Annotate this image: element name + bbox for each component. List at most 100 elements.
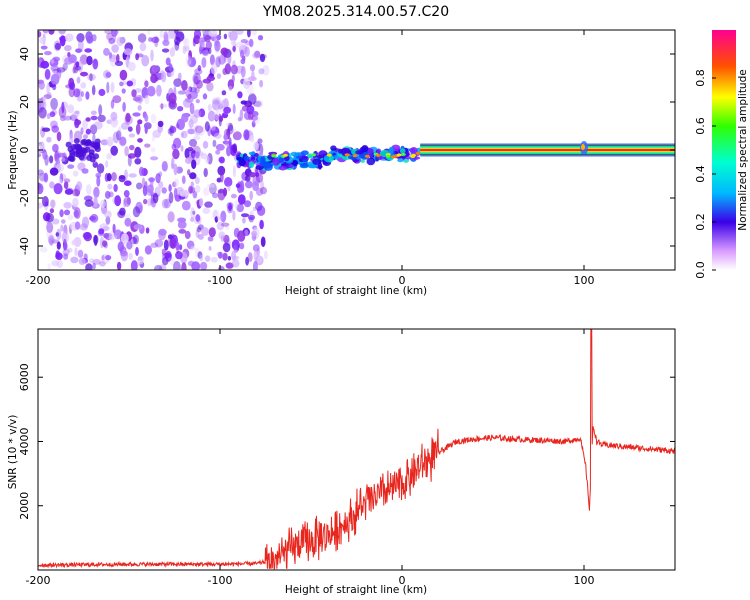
heatmap-signal-blob: [385, 154, 391, 158]
heatmap-noise-blob: [150, 147, 156, 153]
heatmap-noise-blob: [254, 100, 263, 108]
heatmap-noise-blob: [218, 113, 222, 122]
heatmap-noise-blob: [224, 177, 233, 187]
heatmap-noise-blob: [86, 35, 94, 44]
heatmap-noise-blob: [212, 192, 219, 199]
heatmap-signal-blob: [288, 163, 294, 169]
heatmap-noise-blob: [204, 155, 210, 164]
heatmap-noise-blob: [63, 202, 72, 209]
heatmap-noise-blob: [117, 241, 125, 252]
heatmap-noise-blob: [155, 173, 161, 184]
heatmap-noise-blob: [84, 48, 93, 53]
heatmap-noise-blob: [49, 167, 59, 176]
heatmap-noise-blob: [105, 216, 111, 225]
heatmap-noise-blob: [41, 127, 51, 132]
heatmap-noise-blob: [240, 65, 246, 78]
heatmap-noise-blob: [41, 100, 47, 109]
heatmap-noise-blob: [256, 205, 266, 216]
heatmap-noise-blob: [235, 41, 243, 48]
heatmap-noise-blob: [45, 213, 54, 223]
heatmap-noise-blob: [161, 161, 168, 172]
heatmap-noise-blob: [113, 119, 119, 126]
heatmap-noise-blob: [133, 224, 143, 230]
heatmap-noise-blob: [112, 131, 120, 144]
heatmap-noise-blob: [47, 234, 55, 245]
heatmap-noise-blob: [62, 152, 68, 163]
heatmap-noise-blob: [185, 55, 192, 66]
heatmap-noise-blob: [171, 157, 175, 169]
x-tick-label: 0: [399, 274, 406, 287]
heatmap-noise-blob: [135, 123, 141, 135]
heatmap-noise-blob: [55, 252, 63, 260]
heatmap-noise-blob: [193, 124, 202, 136]
heatmap-noise-blob: [107, 183, 113, 190]
heatmap-noise-blob: [192, 191, 198, 199]
heatmap-signal-blob: [415, 151, 421, 155]
heatmap-noise-blob: [202, 93, 208, 100]
heatmap-noise-blob: [55, 232, 60, 237]
heatmap-noise-blob: [72, 111, 80, 118]
heatmap-noise-blob: [200, 261, 208, 270]
heatmap-noise-blob: [126, 80, 134, 87]
heatmap-noise-blob: [254, 50, 261, 58]
heatmap-noise-blob: [51, 239, 60, 244]
heatmap-signal-blob: [302, 159, 308, 163]
heatmap-noise-blob: [114, 60, 124, 67]
heatmap-noise-blob: [63, 253, 69, 260]
heatmap-noise-blob: [40, 45, 48, 50]
heatmap-noise-blob: [230, 39, 236, 47]
heatmap-signal-blob: [396, 153, 402, 157]
heatmap-noise-blob: [38, 202, 43, 209]
heatmap-noise-blob: [191, 261, 201, 270]
heatmap-noise-blob: [181, 113, 189, 123]
heatmap-noise-blob: [91, 85, 96, 96]
heatmap-noise-blob: [51, 260, 59, 267]
heatmap-noise-blob: [47, 263, 51, 270]
heatmap-noise-blob: [150, 156, 159, 161]
y-tick-label: 6000: [18, 363, 31, 391]
heatmap-noise-blob: [248, 38, 254, 48]
heatmap-noise-blob: [123, 190, 130, 198]
heatmap-noise-blob: [75, 48, 82, 53]
heatmap-noise-blob: [201, 57, 207, 68]
snr-panel: -200 -100 0 100 2000 4000 6000 Height of stra…: [7, 328, 676, 596]
heatmap-noise-blob: [83, 134, 88, 140]
heatmap-noise-blob: [147, 198, 152, 207]
heatmap-noise-blob: [132, 96, 141, 102]
heatmap-noise-blob: [184, 45, 190, 52]
heatmap-noise-blob: [132, 206, 141, 218]
heatmap-noise-blob: [44, 51, 52, 56]
heatmap-noise-blob: [58, 179, 62, 184]
heatmap-noise-blob: [239, 242, 245, 250]
heatmap-noise-blob: [106, 173, 112, 182]
heatmap-noise-blob: [53, 183, 63, 195]
heatmap-signal-blob: [388, 146, 394, 155]
heatmap-noise-blob: [92, 262, 96, 270]
heatmap-noise-blob: [161, 187, 167, 194]
heatmap-noise-blob: [214, 114, 219, 122]
heatmap-noise-blob: [124, 217, 132, 227]
heatmap-noise-blob: [257, 138, 263, 144]
heatmap-noise-blob: [208, 246, 212, 251]
heatmap-noise-blob: [163, 239, 169, 251]
heatmap-noise-blob: [59, 157, 66, 162]
heatmap-noise-blob: [208, 227, 216, 238]
heatmap-signal-blob: [283, 153, 288, 157]
heatmap-noise-blob: [173, 137, 182, 149]
heatmap-noise-blob: [127, 155, 132, 167]
heatmap-noise-blob: [173, 78, 182, 87]
heatmap-noise-blob: [218, 231, 226, 240]
heatmap-noise-blob: [153, 264, 163, 270]
heatmap-noise-blob: [120, 122, 130, 130]
heatmap-noise-blob: [220, 47, 229, 56]
heatmap-noise-blob: [38, 107, 47, 119]
heatmap-noise-blob: [227, 205, 234, 214]
heatmap-noise-blob: [106, 119, 113, 125]
heatmap-noise-blob: [81, 168, 89, 174]
colorbar-tick-label: 0.8: [694, 69, 707, 87]
heatmap-noise-blob: [154, 37, 159, 48]
heatmap-noise-blob: [199, 254, 204, 262]
heatmap-noise-blob: [123, 48, 133, 56]
heatmap-noise-blob: [206, 82, 214, 92]
snr-y-axis-label: SNR (10 * v/v): [7, 415, 19, 490]
